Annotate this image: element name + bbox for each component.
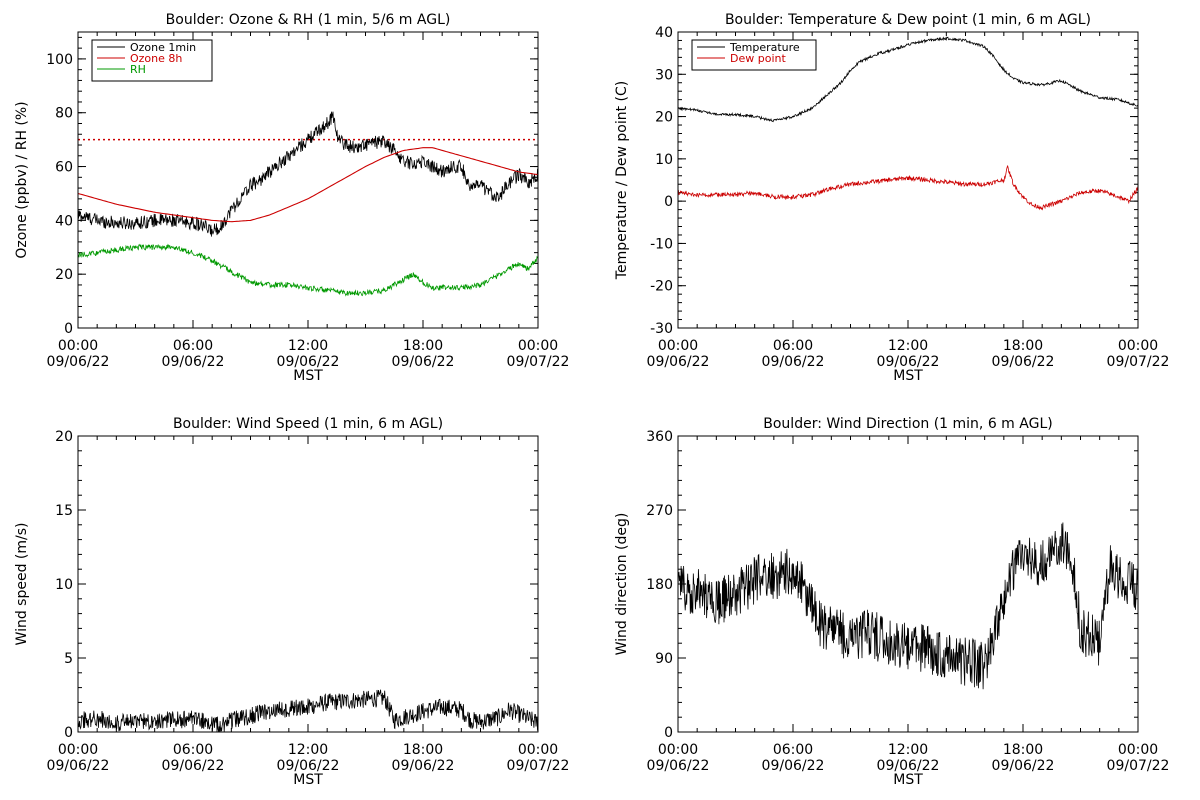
x-tick-date-label: 09/07/22 — [1107, 354, 1170, 370]
x-tick-time-label: 06:00 — [773, 338, 813, 354]
y-tick-label: 5 — [64, 651, 73, 667]
y-tick-label: 30 — [655, 67, 673, 83]
series-line-wind-speed — [78, 689, 538, 732]
x-tick-date-label: 09/06/22 — [877, 758, 940, 774]
x-tick-date-label: 09/07/22 — [1107, 758, 1170, 774]
x-tick-date-label: 09/07/22 — [507, 354, 570, 370]
series-line-temperature — [678, 36, 1138, 123]
y-tick-label: -30 — [650, 321, 673, 337]
x-tick-time-label: 12:00 — [888, 338, 928, 354]
x-tick-date-label: 09/06/22 — [47, 758, 110, 774]
y-tick-label: -10 — [650, 236, 673, 252]
x-axis-label: MST — [893, 772, 923, 788]
chart-title: Boulder: Ozone & RH (1 min, 5/6 m AGL) — [166, 12, 451, 28]
x-tick-date-label: 09/06/22 — [392, 758, 455, 774]
x-tick-time-label: 06:00 — [173, 338, 213, 354]
x-tick-date-label: 09/06/22 — [392, 354, 455, 370]
chart-title: Boulder: Temperature & Dew point (1 min,… — [725, 12, 1091, 28]
legend-entry: Ozone 1min — [130, 41, 196, 54]
y-tick-label: 10 — [655, 152, 673, 168]
y-tick-label: 80 — [55, 106, 73, 122]
y-tick-label: 15 — [55, 503, 73, 519]
series-line-rh — [78, 243, 538, 297]
y-tick-label: 0 — [64, 725, 73, 741]
x-tick-time-label: 00:00 — [1118, 742, 1158, 758]
y-tick-label: 20 — [55, 267, 73, 283]
y-tick-label: 180 — [646, 577, 673, 593]
y-tick-label: 0 — [64, 321, 73, 337]
x-tick-date-label: 09/07/22 — [507, 758, 570, 774]
x-tick-date-label: 09/06/22 — [877, 354, 940, 370]
x-tick-time-label: 12:00 — [288, 338, 328, 354]
x-tick-time-label: 00:00 — [518, 338, 558, 354]
x-tick-time-label: 18:00 — [1003, 338, 1043, 354]
x-tick-date-label: 09/06/22 — [762, 758, 825, 774]
x-tick-date-label: 09/06/22 — [992, 758, 1055, 774]
x-tick-time-label: 00:00 — [518, 742, 558, 758]
y-axis-label: Wind speed (m/s) — [14, 523, 30, 646]
y-tick-label: 40 — [55, 213, 73, 229]
y-tick-label: 20 — [655, 110, 673, 126]
x-tick-time-label: 00:00 — [1118, 338, 1158, 354]
x-tick-time-label: 12:00 — [888, 742, 928, 758]
series-line-dew-point — [678, 164, 1138, 211]
x-tick-date-label: 09/06/22 — [992, 354, 1055, 370]
legend-box — [691, 39, 817, 71]
plot-frame — [77, 31, 539, 329]
x-tick-date-label: 09/06/22 — [277, 354, 340, 370]
x-tick-time-label: 06:00 — [173, 742, 213, 758]
y-tick-label: 270 — [646, 503, 673, 519]
plot-frame — [677, 435, 1139, 733]
y-axis-label: Wind direction (deg) — [614, 513, 630, 656]
y-tick-label: 0 — [664, 725, 673, 741]
panel-temperature: Boulder: Temperature & Dew point (1 min,… — [614, 12, 1169, 384]
x-tick-date-label: 09/06/22 — [162, 758, 225, 774]
panel-winddir: Boulder: Wind Direction (1 min, 6 m AGL)… — [614, 416, 1169, 788]
x-axis-label: MST — [293, 772, 323, 788]
series-line-ozone-8h — [78, 147, 538, 223]
series-line-ozone-1min — [78, 111, 538, 237]
legend-entry: Temperature — [729, 41, 800, 54]
y-axis-label: Ozone (ppbv) / RH (%) — [14, 101, 30, 258]
x-tick-time-label: 00:00 — [658, 742, 698, 758]
x-tick-time-label: 00:00 — [58, 338, 98, 354]
panel-windspeed: Boulder: Wind Speed (1 min, 6 m AGL) Wind… — [14, 416, 569, 788]
x-tick-time-label: 06:00 — [773, 742, 813, 758]
x-axis-label: MST — [893, 368, 923, 384]
x-tick-time-label: 12:00 — [288, 742, 328, 758]
x-tick-time-label: 18:00 — [403, 338, 443, 354]
x-axis-label: MST — [293, 368, 323, 384]
y-tick-label: 360 — [646, 429, 673, 445]
x-tick-time-label: 00:00 — [58, 742, 98, 758]
x-tick-time-label: 00:00 — [658, 338, 698, 354]
panel-ozone: Boulder: Ozone & RH (1 min, 5/6 m AGL) Oz… — [14, 12, 569, 384]
x-tick-time-label: 18:00 — [1003, 742, 1043, 758]
legend-entry: Ozone 8h — [130, 52, 182, 65]
y-tick-label: 90 — [655, 651, 673, 667]
y-tick-label: -20 — [650, 279, 673, 295]
legend-entry: RH — [130, 63, 146, 76]
y-tick-label: 60 — [55, 160, 73, 176]
y-tick-label: 100 — [46, 52, 73, 68]
plot-frame — [77, 435, 539, 733]
x-tick-date-label: 09/06/22 — [647, 758, 710, 774]
chart-title: Boulder: Wind Direction (1 min, 6 m AGL) — [763, 416, 1052, 432]
y-tick-label: 10 — [55, 577, 73, 593]
legend-entry: Dew point — [730, 52, 786, 65]
x-tick-time-label: 18:00 — [403, 742, 443, 758]
x-tick-date-label: 09/06/22 — [162, 354, 225, 370]
plot-frame — [677, 31, 1139, 329]
y-tick-label: 40 — [655, 25, 673, 41]
y-tick-label: 0 — [664, 194, 673, 210]
x-tick-date-label: 09/06/22 — [647, 354, 710, 370]
x-tick-date-label: 09/06/22 — [762, 354, 825, 370]
series-line-wind-direction — [678, 522, 1138, 690]
y-axis-label: Temperature / Dew point (C) — [614, 81, 630, 280]
x-tick-date-label: 09/06/22 — [277, 758, 340, 774]
x-tick-date-label: 09/06/22 — [47, 354, 110, 370]
chart-title: Boulder: Wind Speed (1 min, 6 m AGL) — [173, 416, 443, 432]
y-tick-label: 20 — [55, 429, 73, 445]
